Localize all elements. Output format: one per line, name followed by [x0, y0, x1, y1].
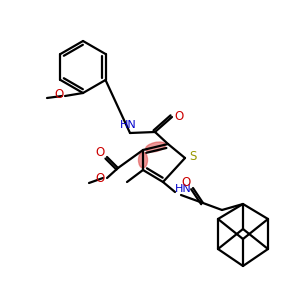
Text: O: O	[95, 172, 105, 184]
Text: O: O	[182, 176, 190, 188]
Text: O: O	[54, 88, 64, 101]
Text: HN: HN	[120, 120, 136, 130]
Text: HN: HN	[175, 184, 191, 194]
Text: O: O	[174, 110, 184, 122]
Ellipse shape	[139, 152, 148, 168]
Text: S: S	[189, 149, 197, 163]
Text: O: O	[95, 146, 105, 158]
Ellipse shape	[146, 142, 166, 152]
